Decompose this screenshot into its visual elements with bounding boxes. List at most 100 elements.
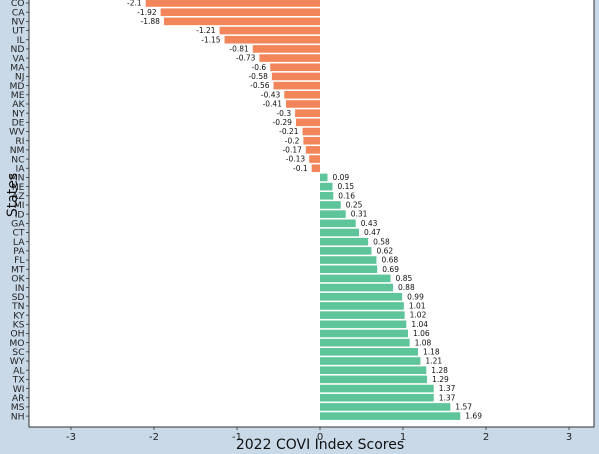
y-tick-label-AR: AR xyxy=(12,393,25,404)
value-label-AZ: 0.16 xyxy=(338,191,355,200)
y-tick-label-CT: CT xyxy=(12,228,24,239)
value-label-IL: -1.15 xyxy=(201,35,221,44)
value-label-OK: 0.85 xyxy=(396,274,413,283)
value-label-VA: -0.73 xyxy=(236,54,256,63)
y-tick-label-MI: MI xyxy=(14,200,25,211)
y-tick-label-AK: AK xyxy=(12,99,25,110)
y-tick-label-MT: MT xyxy=(11,264,25,275)
y-tick-label-TN: TN xyxy=(11,301,25,312)
value-label-ME: -0.43 xyxy=(261,90,281,99)
value-label-WI: 1.37 xyxy=(439,384,456,393)
y-tick-label-NY: NY xyxy=(12,108,25,119)
bar-ME xyxy=(284,91,320,99)
y-tick-label-ME: ME xyxy=(11,90,25,101)
value-label-MS: 1.57 xyxy=(455,403,472,412)
x-tick-label: -2 xyxy=(149,432,159,443)
bar-IN xyxy=(320,283,394,292)
y-tick-label-NC: NC xyxy=(11,154,24,165)
bar-AR xyxy=(320,393,434,402)
y-tick-label-NE: NE xyxy=(12,182,25,193)
y-tick-label-RI: RI xyxy=(15,136,24,147)
bar-MT xyxy=(320,265,378,274)
bar-KS xyxy=(320,320,407,329)
y-tick-label-IL: IL xyxy=(17,35,26,46)
bar-ND xyxy=(252,45,320,53)
value-label-OH: 1.06 xyxy=(413,329,430,338)
bar-MI xyxy=(320,201,341,209)
value-label-DE: -0.29 xyxy=(273,118,293,127)
bar-TX xyxy=(320,375,428,384)
value-labels-group: -2.1-1.92-1.88-1.21-1.15-0.81-0.73-0.6-0… xyxy=(127,0,482,421)
value-label-CA: -1.92 xyxy=(137,8,157,17)
y-tick-label-NH: NH xyxy=(11,411,25,422)
y-tick-label-IA: IA xyxy=(16,163,26,174)
bar-DE xyxy=(295,118,320,127)
bar-CT xyxy=(320,228,360,237)
y-tick-label-UT: UT xyxy=(12,26,25,37)
y-tick-label-CA: CA xyxy=(12,7,25,18)
value-label-CO: -2.1 xyxy=(127,0,142,8)
bar-MS xyxy=(320,403,451,411)
value-label-NC: -0.13 xyxy=(286,155,306,164)
value-label-MD: -0.56 xyxy=(250,81,270,90)
value-label-MO: 1.08 xyxy=(415,338,432,347)
y-tick-label-IN: IN xyxy=(15,283,25,294)
value-label-AK: -0.41 xyxy=(263,100,283,109)
value-label-TX: 1.29 xyxy=(432,375,449,384)
value-label-IN: 0.88 xyxy=(398,283,415,292)
bar-CO xyxy=(145,0,320,7)
bar-NJ xyxy=(271,72,320,81)
y-tick-label-SD: SD xyxy=(12,292,25,303)
bar-SD xyxy=(320,292,403,301)
value-label-AL: 1.28 xyxy=(431,366,448,375)
y-tick-label-MN: MN xyxy=(10,173,25,184)
value-label-AR: 1.37 xyxy=(439,393,456,402)
bar-NC xyxy=(309,155,320,163)
y-tick-label-KY: KY xyxy=(13,310,25,321)
y-tick-label-AL: AL xyxy=(13,365,25,376)
y-tick-label-CO: CO xyxy=(11,0,25,9)
y-tick-label-LA: LA xyxy=(13,237,25,248)
bar-ID xyxy=(320,210,346,218)
bar-IL xyxy=(224,35,320,44)
value-label-FL: 0.68 xyxy=(381,256,398,265)
bar-PA xyxy=(320,247,372,255)
y-tick-label-AZ: AZ xyxy=(12,191,25,202)
bar-NY xyxy=(295,109,320,117)
value-label-ID: 0.31 xyxy=(351,210,368,219)
x-tick-label: 2 xyxy=(483,432,489,443)
value-label-CT: 0.47 xyxy=(364,228,381,237)
value-label-KY: 1.02 xyxy=(410,311,427,320)
value-label-GA: 0.43 xyxy=(361,219,378,228)
bar-MO xyxy=(320,338,410,347)
y-tick-label-MA: MA xyxy=(10,62,25,73)
y-tick-label-MD: MD xyxy=(9,81,24,92)
value-label-WY: 1.21 xyxy=(425,357,442,366)
y-axis: COCANVUTILNDVAMANJMDMEAKNYDEWVRINMNCIAMN… xyxy=(9,0,29,422)
bar-NE xyxy=(320,182,333,191)
x-axis-title: 2022 COVI Index Scores xyxy=(236,437,404,453)
bar-WV xyxy=(302,127,320,136)
value-label-MA: -0.6 xyxy=(252,63,267,72)
y-tick-label-NV: NV xyxy=(11,17,25,28)
bar-CA xyxy=(160,8,320,16)
y-axis-title: States xyxy=(5,173,21,217)
x-tick-label: -3 xyxy=(66,432,76,443)
y-tick-label-NJ: NJ xyxy=(15,72,25,83)
bar-TN xyxy=(320,302,404,310)
y-tick-label-ND: ND xyxy=(11,44,25,55)
value-label-NH: 1.69 xyxy=(465,412,482,421)
bar-KY xyxy=(320,311,405,319)
value-label-UT: -1.21 xyxy=(196,26,216,35)
y-tick-label-FL: FL xyxy=(14,255,25,266)
value-label-MN: 0.09 xyxy=(332,173,349,182)
bar-WY xyxy=(320,357,421,365)
y-tick-label-VA: VA xyxy=(13,53,26,64)
value-label-MI: 0.25 xyxy=(346,201,363,210)
value-label-NJ: -0.58 xyxy=(248,72,268,81)
value-label-TN: 1.01 xyxy=(409,302,426,311)
value-label-NE: 0.15 xyxy=(337,182,354,191)
plot-background xyxy=(28,0,595,428)
value-label-LA: 0.58 xyxy=(373,237,390,246)
